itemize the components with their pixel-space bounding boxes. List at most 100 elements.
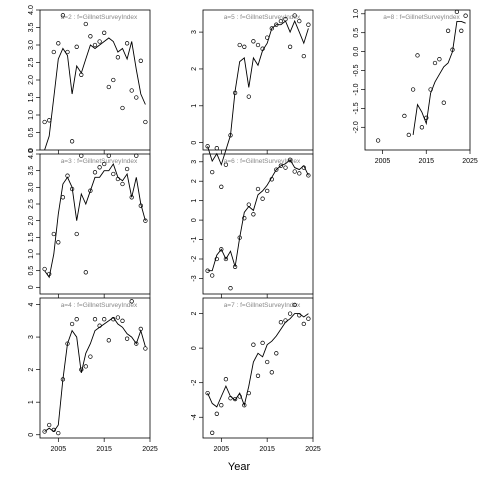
observed-point bbox=[269, 26, 274, 31]
observed-point bbox=[228, 133, 233, 138]
observed-point bbox=[283, 318, 288, 323]
observed-point bbox=[301, 53, 306, 59]
observed-point bbox=[223, 162, 229, 167]
observed-point bbox=[106, 338, 111, 343]
observed-point bbox=[232, 90, 238, 96]
x-axis-title: Year bbox=[228, 461, 251, 473]
panel-title: a=8 : f=GillnetSurveyIndex bbox=[383, 14, 460, 21]
x-tick-label: 2015 bbox=[259, 446, 275, 453]
observed-point bbox=[102, 30, 107, 35]
model-line bbox=[207, 19, 309, 167]
panel-frame bbox=[364, 9, 471, 151]
observed-point bbox=[210, 169, 215, 175]
observed-point bbox=[56, 41, 61, 46]
model-line bbox=[44, 316, 146, 433]
y-tick-label: 4 bbox=[28, 302, 35, 306]
observed-point bbox=[419, 125, 425, 130]
observed-point bbox=[92, 170, 98, 175]
y-tick-label: 1.0 bbox=[353, 9, 360, 19]
observed-point bbox=[223, 256, 229, 262]
observed-point bbox=[124, 41, 130, 46]
observed-point bbox=[79, 367, 84, 372]
y-tick-label: 1 bbox=[191, 199, 198, 203]
observed-point bbox=[306, 22, 311, 27]
observed-point bbox=[287, 157, 293, 162]
observed-point bbox=[65, 341, 70, 346]
y-tick-label: 2.5 bbox=[28, 58, 35, 68]
observed-point bbox=[143, 346, 148, 351]
y-tick-label: 4.0 bbox=[28, 5, 35, 15]
observed-point bbox=[265, 188, 270, 194]
observed-point bbox=[97, 323, 102, 328]
x-tick-label: 2005 bbox=[375, 158, 391, 165]
observed-point bbox=[115, 176, 121, 182]
panel-frame bbox=[39, 297, 151, 439]
observed-point bbox=[115, 55, 121, 60]
y-tick-label: 3.0 bbox=[28, 182, 35, 192]
observed-point bbox=[56, 240, 61, 245]
observed-point bbox=[441, 100, 446, 105]
observed-point bbox=[69, 139, 75, 144]
observed-point bbox=[214, 256, 219, 262]
observed-point bbox=[219, 247, 224, 252]
observed-point bbox=[432, 60, 438, 66]
observed-point bbox=[297, 171, 302, 176]
y-tick-label: 0.5 bbox=[28, 128, 35, 138]
observed-point bbox=[134, 153, 139, 158]
observed-point bbox=[83, 21, 88, 27]
y-tick-label: -1.0 bbox=[353, 83, 360, 95]
observed-point bbox=[51, 231, 56, 237]
observed-point bbox=[287, 44, 293, 49]
y-tick-label: 0 bbox=[191, 346, 198, 350]
x-tick-label: 2015 bbox=[96, 446, 112, 453]
observed-point bbox=[306, 316, 311, 321]
observed-point bbox=[375, 138, 381, 143]
observed-point bbox=[115, 315, 121, 320]
y-tick-label: 0 bbox=[191, 141, 198, 145]
y-tick-label: -1.5 bbox=[353, 102, 360, 114]
observed-point bbox=[124, 166, 130, 172]
observed-point bbox=[242, 403, 247, 408]
y-tick-label: 1 bbox=[191, 104, 198, 108]
observed-point bbox=[402, 113, 407, 119]
observed-point bbox=[129, 195, 134, 200]
observed-point bbox=[242, 216, 247, 221]
observed-point bbox=[251, 342, 256, 347]
observed-point bbox=[283, 165, 288, 170]
observed-point bbox=[437, 57, 442, 62]
y-tick-label: 0 bbox=[28, 285, 35, 289]
panel-title: a=2 : f=GillnetSurveyIndex bbox=[61, 14, 138, 21]
observed-point bbox=[111, 317, 116, 322]
observed-point bbox=[47, 422, 52, 428]
y-tick-label: 0 bbox=[28, 148, 35, 152]
panel-frame bbox=[202, 9, 314, 151]
observed-point bbox=[138, 203, 143, 208]
observed-point bbox=[406, 132, 411, 138]
observed-point bbox=[42, 429, 47, 434]
y-tick-label: 0.5 bbox=[28, 266, 35, 276]
model-line bbox=[44, 162, 146, 279]
y-tick-label: -3 bbox=[191, 275, 198, 281]
observed-point bbox=[246, 94, 251, 99]
observed-point bbox=[42, 266, 47, 272]
panel-title: a=7 : f=GillnetSurveyIndex bbox=[224, 302, 301, 309]
observed-point bbox=[69, 321, 75, 327]
model-line bbox=[412, 20, 466, 135]
panel-frame bbox=[202, 153, 314, 295]
y-tick-label: 2 bbox=[191, 67, 198, 71]
observed-point bbox=[242, 44, 247, 49]
observed-point bbox=[205, 268, 210, 273]
model-line bbox=[207, 159, 309, 272]
y-tick-label: 2.0 bbox=[28, 216, 35, 226]
observed-point bbox=[223, 377, 229, 382]
observed-point bbox=[278, 18, 284, 24]
observed-point bbox=[424, 115, 429, 120]
observed-point bbox=[255, 373, 261, 378]
observed-point bbox=[232, 264, 238, 269]
observed-point bbox=[274, 167, 279, 172]
observed-point bbox=[79, 153, 84, 158]
observed-point bbox=[120, 105, 125, 111]
observed-point bbox=[102, 317, 107, 322]
observed-point bbox=[138, 58, 143, 63]
